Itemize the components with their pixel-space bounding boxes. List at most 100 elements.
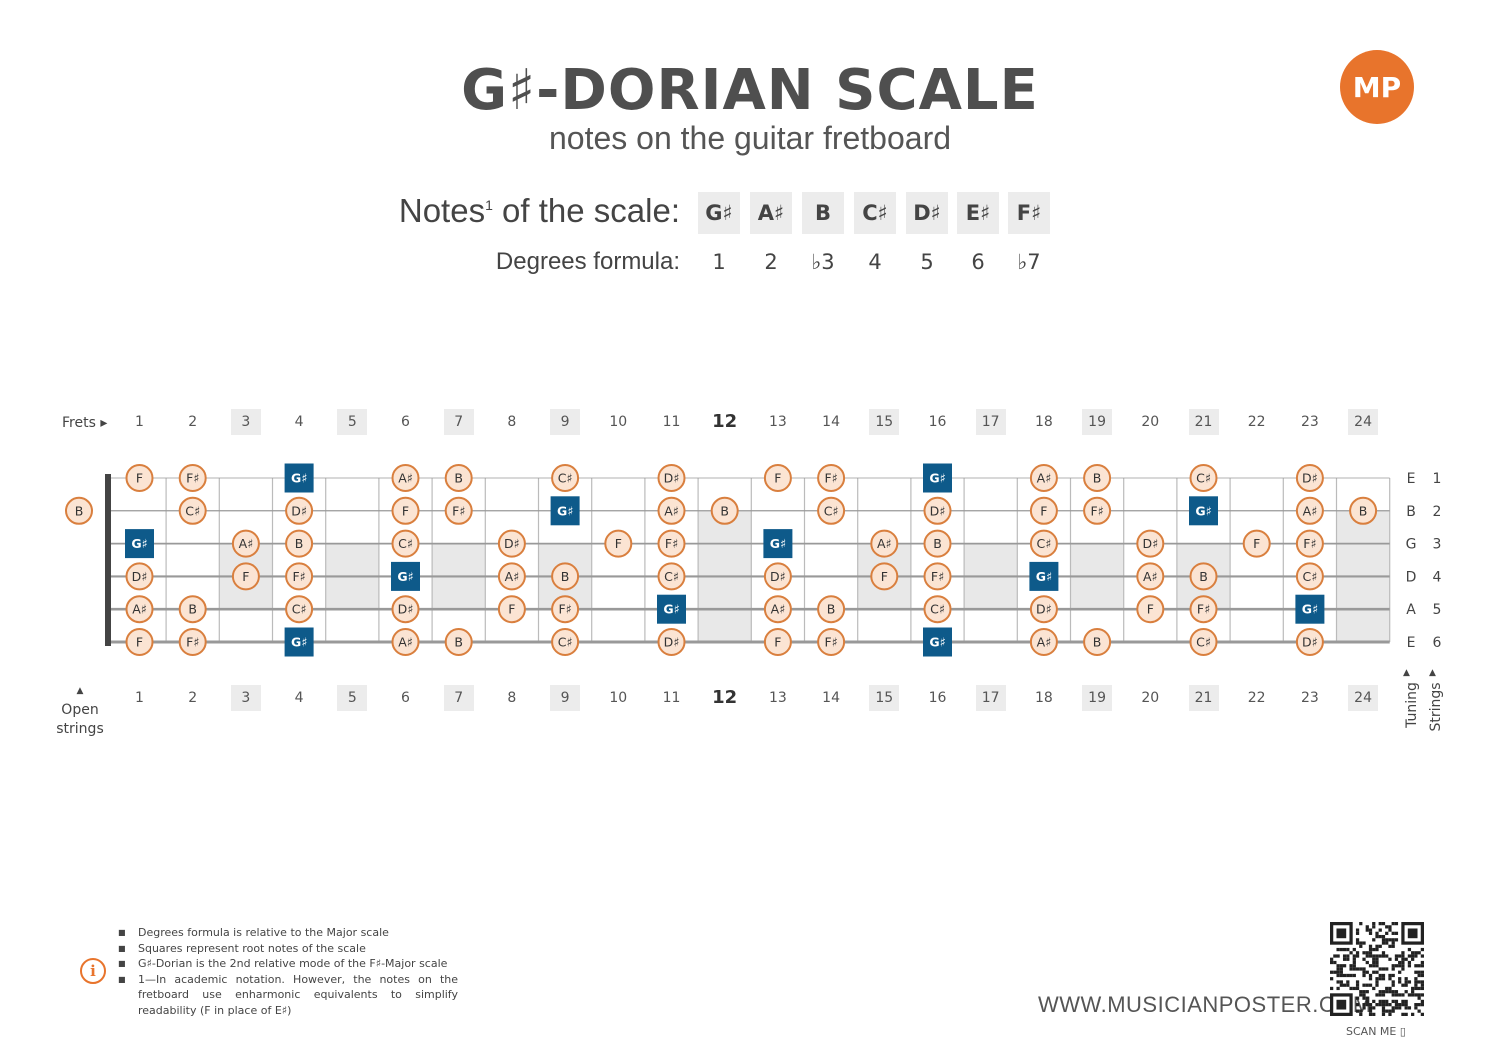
note-label: A♯ (1037, 471, 1052, 486)
note-label: F♯ (558, 602, 571, 617)
note-marker (710, 496, 739, 525)
note-label: D♯ (132, 569, 148, 584)
tuning-note: E (1407, 635, 1416, 651)
fret-number: 15 (869, 685, 900, 711)
note-label: F (136, 471, 143, 486)
note-label: F♯ (186, 471, 199, 486)
fret-number: 5 (337, 685, 368, 711)
fret-number: 4 (294, 690, 304, 706)
scale-degree: 5 (920, 250, 934, 274)
note-label: D♯ (664, 635, 680, 650)
fret-number: 16 (928, 690, 947, 706)
note-marker (285, 562, 314, 591)
note-label: B (75, 503, 84, 518)
note-label: F♯ (186, 635, 199, 650)
note-label: D♯ (1036, 602, 1052, 617)
note-label: C♯ (1196, 635, 1211, 650)
note-label: C♯ (558, 471, 573, 486)
note-marker (497, 595, 526, 624)
note-label: B (454, 471, 463, 486)
root-note-marker (1295, 594, 1325, 624)
note-label: F (136, 635, 143, 650)
note-marker (1295, 628, 1324, 656)
fret-number: 4 (294, 414, 304, 430)
note-label: F♯ (1303, 536, 1316, 551)
fret-number: 12 (712, 687, 738, 708)
root-note-label: G♯ (1036, 569, 1052, 584)
note-label: F♯ (665, 536, 678, 551)
tuning-arrow-icon: ▲ (1403, 668, 1410, 678)
note-label: A♯ (877, 536, 892, 551)
fret-number: 22 (1247, 414, 1266, 430)
note-marker (391, 496, 420, 525)
fret-number: 5 (337, 409, 368, 435)
note-marker (817, 496, 846, 525)
note-marker (1136, 595, 1165, 624)
fret-number: 2 (188, 414, 198, 430)
root-note-label: G♯ (1302, 602, 1318, 617)
note-label: F (242, 569, 249, 584)
note-marker (497, 529, 526, 558)
website-link[interactable]: WWW.MUSICIANPOSTER.COM (1038, 992, 1372, 1017)
note-label: F♯ (292, 569, 305, 584)
frets-label: Frets ▸ (62, 415, 108, 431)
root-note-label: G♯ (397, 569, 413, 584)
fret-number: 17 (975, 685, 1006, 711)
note-label: C♯ (1303, 569, 1318, 584)
note-marker (1189, 628, 1218, 656)
note-label: D♯ (770, 569, 786, 584)
note-label: F (1253, 536, 1260, 551)
note-label: A♯ (132, 602, 147, 617)
note-label: B (1093, 635, 1102, 650)
note-label: C♯ (1037, 536, 1052, 551)
fret-number: 13 (768, 414, 787, 430)
note-label: A♯ (239, 536, 254, 551)
note-marker (285, 496, 314, 525)
note-label: F (615, 536, 622, 551)
note-marker (657, 464, 686, 492)
note-marker (444, 628, 473, 656)
scale-degree: 1 (712, 250, 726, 274)
root-note-marker (550, 496, 580, 526)
note-label: F♯ (452, 503, 465, 518)
fretboard: E 1 B 2 G 3D 4 A 5 E 6 F F♯ G♯ A♯ B C♯ D♯ F F♯ G♯ A♯ B C♯ D♯ C♯ D♯… (65, 463, 1442, 657)
note-label: A♯ (505, 569, 520, 584)
note-marker (657, 496, 686, 525)
scale-degree: 2 (764, 250, 778, 274)
footnotes: Degrees formula is relative to the Major… (118, 925, 458, 1019)
scale-note: E♯ (957, 192, 999, 234)
fret-number: 6 (401, 690, 410, 706)
fret-number: 3 (230, 685, 261, 711)
string-number: 5 (1433, 602, 1442, 618)
note-label: C♯ (292, 602, 307, 617)
root-note-marker (391, 561, 420, 591)
root-note-label: G♯ (929, 635, 945, 650)
fret-number: 7 (443, 409, 474, 435)
note-label: F (774, 635, 781, 650)
note-label: F (881, 569, 888, 584)
note-label: F (774, 471, 781, 486)
note-marker (444, 496, 473, 525)
note-marker (1029, 496, 1058, 525)
note-label: F (402, 503, 409, 518)
note-marker (817, 464, 846, 492)
note-label: D♯ (1302, 471, 1318, 486)
fret-number: 23 (1300, 414, 1319, 430)
fret-number: 14 (822, 414, 840, 430)
note-marker (1083, 496, 1112, 525)
note-marker (763, 562, 792, 591)
root-note-marker (763, 529, 793, 559)
note-marker (657, 562, 686, 591)
root-note-marker (923, 627, 952, 657)
qr-code-icon[interactable] (1330, 922, 1424, 1016)
note-label: F♯ (931, 569, 944, 584)
fret-number: 10 (609, 414, 628, 430)
root-note-label: G♯ (291, 471, 307, 486)
scale-note: C♯ (854, 192, 896, 234)
note-label: D♯ (398, 602, 414, 617)
root-note-marker (284, 463, 314, 493)
note-marker (391, 529, 420, 558)
note-label: A♯ (398, 471, 413, 486)
root-note-marker (657, 594, 686, 624)
brand-logo[interactable]: MP (1340, 50, 1414, 124)
